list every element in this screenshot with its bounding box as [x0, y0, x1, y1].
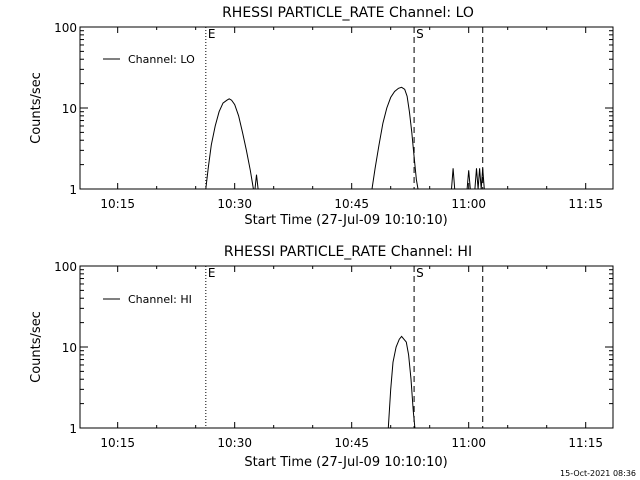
x-tick-label: 11:00 — [451, 197, 486, 211]
series-0-segment-3 — [451, 168, 456, 190]
y-tick-label: 100 — [54, 260, 77, 274]
y-axis-label: Counts/sec — [29, 72, 44, 144]
chart-title: RHESSI PARTICLE_RATE Channel: LO — [222, 5, 474, 21]
legend: Channel: LO — [103, 53, 195, 66]
x-tick-label: 10:15 — [100, 436, 135, 450]
x-tick-label: 10:15 — [100, 197, 135, 211]
series-0-segment-1 — [254, 174, 259, 190]
series-0-segment-0 — [387, 335, 416, 429]
x-tick-label: 10:45 — [334, 197, 369, 211]
x-tick-label: 10:30 — [217, 436, 252, 450]
x-tick-label: 10:45 — [334, 436, 369, 450]
series-0-segment-4 — [466, 170, 471, 190]
y-ticks: 1 10 100 — [54, 260, 613, 436]
series-0-segment-2 — [371, 86, 419, 190]
timestamp-footer: 15-Oct-2021 08:36 — [560, 469, 636, 478]
series-0-segment-5 — [474, 168, 485, 190]
series-group — [387, 335, 416, 429]
event-label-0: E — [208, 27, 216, 41]
y-tick-label: 1 — [69, 422, 77, 436]
x-tick-label: 11:15 — [568, 436, 603, 450]
y-tick-label: 1 — [69, 183, 77, 197]
y-tick-label: 100 — [54, 21, 77, 35]
plot-frame — [79, 26, 614, 190]
event-label-0: E — [208, 266, 216, 280]
x-tick-label: 10:30 — [217, 197, 252, 211]
chart-title: RHESSI PARTICLE_RATE Channel: HI — [224, 244, 472, 260]
series-0-segment-0 — [205, 98, 254, 190]
x-axis-label: Start Time (27-Jul-09 10:10:10) — [244, 213, 447, 228]
legend: Channel: HI — [103, 293, 192, 306]
series-group — [205, 86, 485, 190]
y-ticks: 1 10 100 — [54, 21, 613, 197]
x-tick-label: 11:00 — [451, 436, 486, 450]
plot-frame — [79, 265, 614, 429]
event-label-1: S — [416, 27, 424, 41]
y-tick-label: 10 — [62, 341, 77, 355]
x-tick-label: 11:15 — [568, 197, 603, 211]
y-axis-label: Counts/sec — [29, 311, 44, 383]
x-axis-label: Start Time (27-Jul-09 10:10:10) — [244, 455, 447, 470]
legend-entry: Channel: LO — [128, 53, 195, 66]
event-label-1: S — [416, 266, 424, 280]
legend-entry: Channel: HI — [128, 293, 192, 306]
y-tick-label: 10 — [62, 102, 77, 116]
